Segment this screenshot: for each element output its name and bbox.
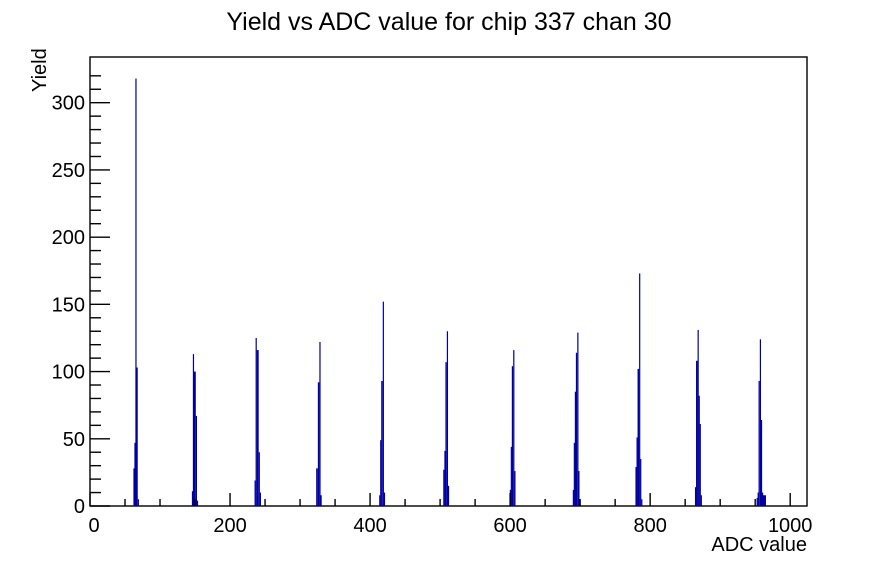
- y-tick-label: 250: [52, 160, 85, 182]
- histogram-bar: [320, 495, 322, 506]
- histogram-bar: [447, 485, 450, 506]
- histogram-bar: [636, 437, 638, 506]
- histogram-bar: [135, 78, 137, 506]
- histogram-bar: [445, 362, 447, 506]
- histogram-bar: [193, 371, 196, 506]
- histogram-bar: [255, 337, 257, 506]
- histogram-bar: [254, 480, 256, 506]
- histogram-bar: [379, 495, 381, 506]
- histogram-bar: [699, 424, 701, 506]
- x-tick-label: 200: [213, 515, 246, 537]
- histogram-bar: [514, 471, 516, 506]
- histogram-bar: [443, 469, 445, 506]
- x-tick-label: 800: [633, 515, 666, 537]
- x-tick-label: 0: [88, 515, 99, 537]
- y-tick-label: 200: [52, 227, 85, 249]
- histogram-bar: [696, 360, 698, 506]
- histogram-bar: [574, 391, 577, 506]
- histogram-bar: [639, 273, 641, 506]
- x-tick-label: 1000: [768, 515, 813, 537]
- histogram-bar: [134, 442, 136, 506]
- histogram-bar: [382, 301, 384, 506]
- histogram-bars: [133, 78, 766, 506]
- histogram-bar: [196, 500, 199, 506]
- histogram-bar: [381, 380, 383, 506]
- histogram-bar: [259, 492, 261, 506]
- histogram-bar: [635, 467, 637, 506]
- histogram-bar: [191, 491, 194, 506]
- histogram-bar: [760, 419, 763, 506]
- axis-ticks: [89, 75, 791, 507]
- x-axis-title: ADC value: [711, 534, 807, 556]
- histogram-bar: [759, 339, 762, 506]
- y-tick-label: 150: [52, 294, 85, 316]
- histogram-bar: [316, 468, 318, 506]
- histogram-bar: [133, 468, 135, 506]
- y-axis-title: Yield: [29, 48, 51, 92]
- histogram-bar: [761, 492, 764, 506]
- y-tick-label: 300: [52, 93, 85, 115]
- histogram-bar: [756, 497, 758, 506]
- histogram-bar: [256, 350, 259, 506]
- histogram-bar: [136, 367, 138, 506]
- histogram-bar: [641, 499, 643, 506]
- axis-tick-labels: 0 200 400 600 800 1000 0 50 100 150 200 250 300: [52, 93, 813, 537]
- histogram-bar: [762, 495, 766, 506]
- y-tick-label: 0: [74, 496, 85, 518]
- histogram-bar: [757, 492, 759, 506]
- y-tick-label: 50: [63, 429, 85, 451]
- histogram-bar: [573, 442, 575, 506]
- histogram-bar: [319, 341, 321, 506]
- histogram-bar: [317, 382, 320, 506]
- histogram-bar: [572, 489, 574, 506]
- histogram-bar: [383, 492, 386, 506]
- histogram-bar: [137, 499, 139, 506]
- histogram-bar: [697, 329, 699, 506]
- histogram-bar: [577, 332, 579, 506]
- histogram-bar: [698, 395, 700, 506]
- histogram-bar: [758, 380, 760, 506]
- x-tick-label: 400: [353, 515, 386, 537]
- histogram-bar: [258, 452, 260, 506]
- chart-title: Yield vs ADC value for chip 337 chan 30: [226, 8, 671, 36]
- y-tick-label: 100: [52, 362, 85, 384]
- histogram-bar: [513, 350, 515, 506]
- x-tick-label: 600: [493, 515, 526, 537]
- histogram-bar: [511, 366, 514, 506]
- histogram-bar: [694, 487, 697, 506]
- histogram-bar: [446, 331, 449, 506]
- histogram-bar: [195, 415, 197, 506]
- histogram-bar: [578, 471, 580, 506]
- histogram-bar: [510, 446, 512, 506]
- histogram-bar: [637, 368, 640, 506]
- histogram-bar: [444, 450, 446, 506]
- histogram-bar: [640, 458, 642, 506]
- histogram-bar: [192, 354, 195, 506]
- histogram-bar: [700, 495, 702, 506]
- histogram-bar: [380, 440, 382, 506]
- histogram-bar: [575, 352, 578, 506]
